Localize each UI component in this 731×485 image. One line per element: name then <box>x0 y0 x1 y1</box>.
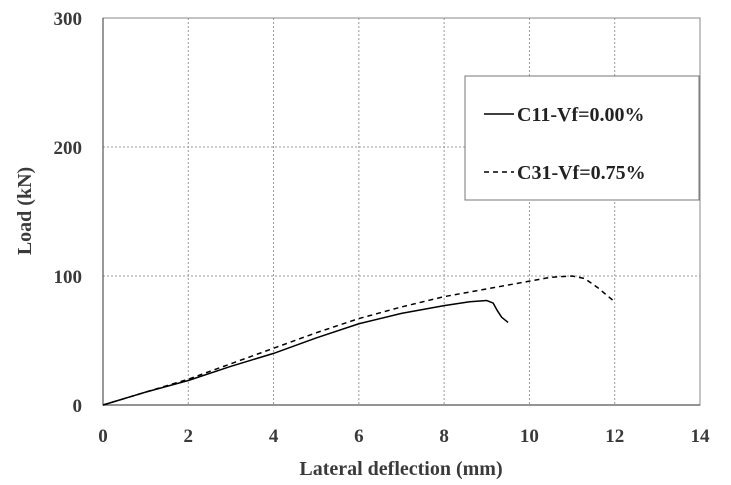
legend-label-2: C31-Vf=0.75% <box>517 162 646 184</box>
legend-box <box>464 75 700 201</box>
x-tick-label: 0 <box>98 426 108 447</box>
y-tick-label: 100 <box>54 267 83 288</box>
x-tick-label: 4 <box>269 426 279 447</box>
y-tick-label: 300 <box>54 9 83 30</box>
x-tick-label: 14 <box>691 426 711 447</box>
x-tick-label: 12 <box>605 426 624 447</box>
x-tick-label: 6 <box>354 426 364 447</box>
y-tick-label: 0 <box>73 396 83 417</box>
legend: C11-Vf=0.00% C31-Vf=0.75% <box>464 75 700 201</box>
y-axis-title: Load (kN) <box>14 167 36 255</box>
legend-label-1: C11-Vf=0.00% <box>517 104 645 126</box>
tick-labels: 0 2 4 6 8 10 12 14 0 100 200 300 <box>54 9 711 447</box>
series-line-2 <box>102 275 616 406</box>
series <box>102 275 616 406</box>
x-axis-title: Lateral deflection (mm) <box>299 458 502 480</box>
axes <box>102 18 700 406</box>
series-line-1 <box>102 299 509 406</box>
x-tick-label: 10 <box>520 426 539 447</box>
y-tick-label: 200 <box>54 138 83 159</box>
x-tick-label: 8 <box>439 426 449 447</box>
x-tick-label: 2 <box>184 426 194 447</box>
